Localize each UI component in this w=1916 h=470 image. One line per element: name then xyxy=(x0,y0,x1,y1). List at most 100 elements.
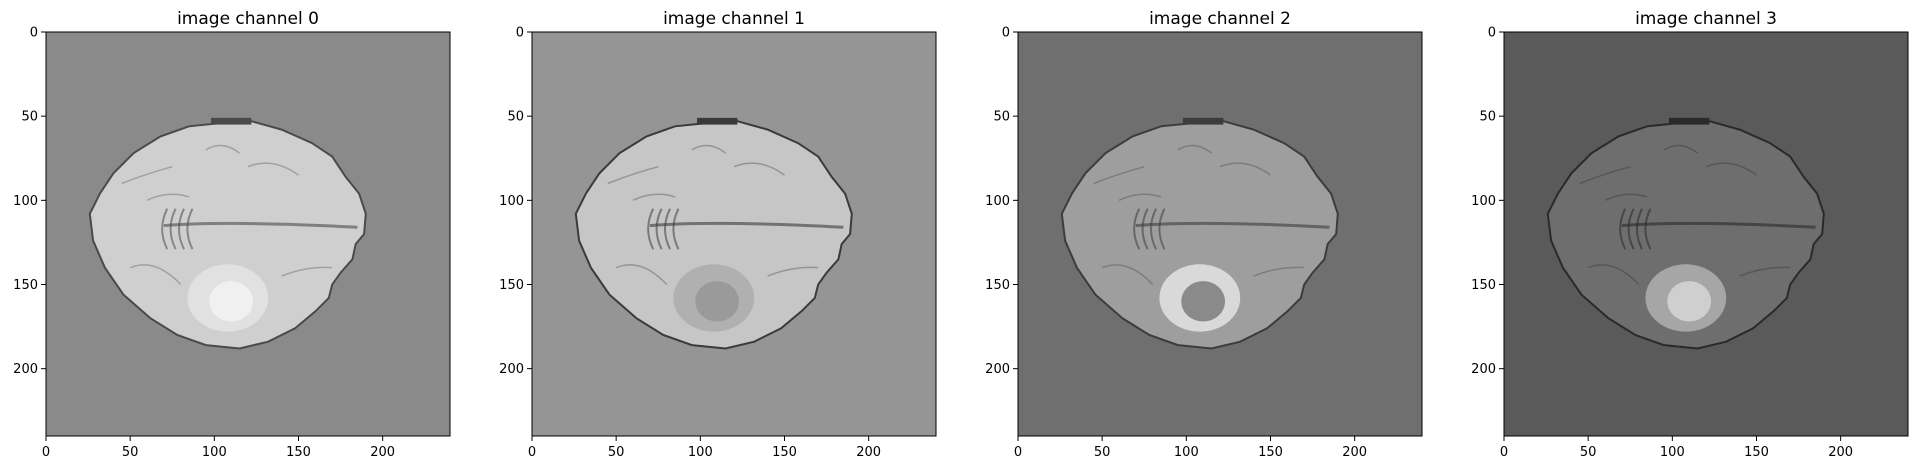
lesion-core xyxy=(209,281,254,322)
frontal-notch xyxy=(210,117,252,125)
sulcus-line xyxy=(733,162,785,176)
ventricle-fold xyxy=(663,208,671,250)
sulcus-line xyxy=(146,193,190,202)
y-tick-label: 150 xyxy=(1471,278,1496,293)
x-tick-label: 50 xyxy=(122,445,139,460)
panel-title: image channel 2 xyxy=(1149,9,1291,29)
ventricle-fold xyxy=(1627,208,1635,250)
axes-frame xyxy=(531,31,937,437)
ventricle-fold xyxy=(655,208,663,250)
x-tick-label: 0 xyxy=(528,445,536,460)
ventricle-fold xyxy=(1149,208,1157,250)
x-tick-label: 50 xyxy=(1094,445,1111,460)
x-tick-label: 200 xyxy=(1342,445,1367,460)
ventricle-fold xyxy=(169,208,177,250)
y-tick-label: 100 xyxy=(1471,194,1496,209)
y-tick-label: 0 xyxy=(516,26,524,41)
sulcus-line xyxy=(607,165,659,185)
sulcus-line xyxy=(1705,162,1757,176)
x-tick-label: 50 xyxy=(1580,445,1597,460)
y-tick-label: 150 xyxy=(13,278,38,293)
ventricle-fold xyxy=(1158,208,1166,250)
sulcus-line xyxy=(121,165,173,185)
mri-slice-image xyxy=(532,32,936,436)
sulcus-line xyxy=(1604,193,1648,202)
ventricle-fold xyxy=(1133,208,1141,250)
sulcus-line xyxy=(615,264,668,286)
panel-title: image channel 1 xyxy=(663,9,805,29)
brain-outline xyxy=(1546,120,1825,350)
x-tick-label: 100 xyxy=(1174,445,1199,460)
sulcus-line xyxy=(767,266,819,277)
sulcus-line xyxy=(1587,264,1640,286)
sulcus-line xyxy=(691,144,727,154)
sulcus-line xyxy=(1663,144,1699,154)
x-tick-label: 200 xyxy=(856,445,881,460)
midline-structure xyxy=(1135,221,1330,229)
y-tick-label: 200 xyxy=(985,362,1010,377)
mri-slice-image xyxy=(1504,32,1908,436)
y-tick-label: 0 xyxy=(1488,26,1496,41)
ventricle-fold xyxy=(177,208,185,250)
image-panel: image channel 3 0 50 100 150 200 0 50 100 150 200 xyxy=(1471,9,1909,460)
y-tick-label: 200 xyxy=(499,362,524,377)
x-tick-label: 200 xyxy=(1828,445,1853,460)
y-tick-label: 50 xyxy=(1479,110,1496,125)
sulcus-line xyxy=(281,266,333,277)
ventricle-fold xyxy=(161,208,169,250)
mri-slice-image xyxy=(46,32,450,436)
ventricle-fold xyxy=(1644,208,1652,250)
x-tick-label: 150 xyxy=(1258,445,1283,460)
x-tick-label: 0 xyxy=(1500,445,1508,460)
sulcus-line xyxy=(205,144,241,154)
sulcus-line xyxy=(1219,162,1271,176)
x-tick-label: 200 xyxy=(370,445,395,460)
midline-structure xyxy=(1621,221,1816,229)
frontal-notch xyxy=(1182,117,1224,125)
sulcus-line xyxy=(1101,264,1154,286)
axes-frame xyxy=(1503,31,1909,437)
x-tick-label: 0 xyxy=(1014,445,1022,460)
y-tick-label: 50 xyxy=(21,110,38,125)
image-panel: image channel 1 0 50 100 150 200 0 50 100 150 200 xyxy=(499,9,937,460)
ventricle-fold xyxy=(1141,208,1149,250)
sulcus-line xyxy=(1177,144,1213,154)
y-tick-label: 50 xyxy=(993,110,1010,125)
mri-slice-image xyxy=(1018,32,1422,436)
ventricle-fold xyxy=(1619,208,1627,250)
brain-outline xyxy=(574,120,853,350)
ventricle-fold xyxy=(186,208,194,250)
y-tick-label: 100 xyxy=(13,194,38,209)
panel-title: image channel 3 xyxy=(1635,9,1777,29)
lesion-core xyxy=(1181,281,1226,322)
y-tick-label: 100 xyxy=(499,194,524,209)
x-tick-label: 50 xyxy=(608,445,625,460)
y-tick-label: 50 xyxy=(507,110,524,125)
x-tick-label: 100 xyxy=(688,445,713,460)
sulcus-line xyxy=(1253,266,1305,277)
y-tick-label: 0 xyxy=(1002,26,1010,41)
axes-frame xyxy=(45,31,451,437)
midline-structure xyxy=(649,221,844,229)
x-tick-label: 100 xyxy=(202,445,227,460)
sulcus-line xyxy=(1093,165,1145,185)
y-tick-label: 0 xyxy=(30,26,38,41)
x-tick-label: 150 xyxy=(772,445,797,460)
sulcus-line xyxy=(247,162,299,176)
y-tick-label: 150 xyxy=(499,278,524,293)
sulcus-line xyxy=(1739,266,1791,277)
x-tick-label: 150 xyxy=(286,445,311,460)
lesion-core xyxy=(1667,281,1712,322)
x-tick-label: 100 xyxy=(1660,445,1685,460)
ventricle-fold xyxy=(1635,208,1643,250)
y-tick-label: 200 xyxy=(1471,362,1496,377)
sulcus-line xyxy=(1579,165,1631,185)
y-tick-label: 100 xyxy=(985,194,1010,209)
sulcus-line xyxy=(1118,193,1162,202)
ventricle-fold xyxy=(647,208,655,250)
x-tick-label: 0 xyxy=(42,445,50,460)
lesion-core xyxy=(695,281,740,322)
x-tick-label: 150 xyxy=(1744,445,1769,460)
frontal-notch xyxy=(696,117,738,125)
